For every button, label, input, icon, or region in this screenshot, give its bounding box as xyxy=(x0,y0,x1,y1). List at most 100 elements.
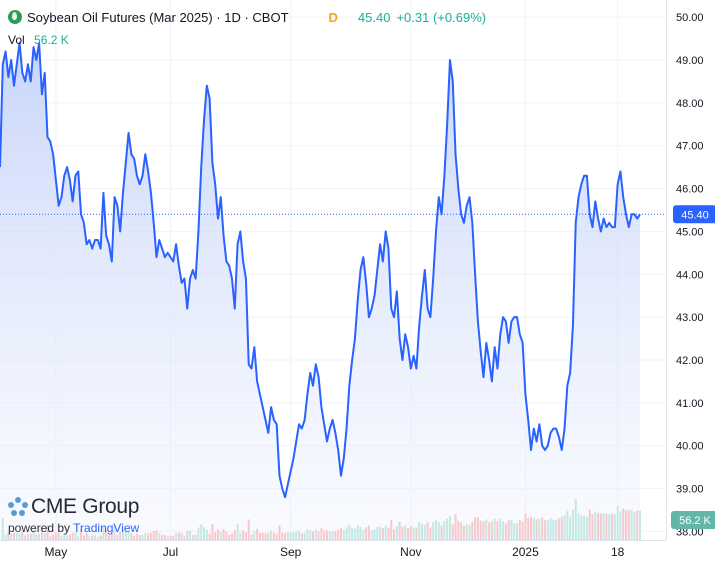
volume-bar xyxy=(479,520,482,540)
volume-bar xyxy=(429,527,432,540)
volume-bar xyxy=(15,532,18,540)
volume-bar xyxy=(163,534,166,540)
volume-bar xyxy=(43,532,46,540)
volume-bar xyxy=(205,529,208,540)
symbol-title[interactable]: Soybean Oil Futures (Mar 2025) · 1D · CB… xyxy=(27,9,289,25)
price-axis: 50.00 49.00 48.00 47.00 46.00 45.00 44.00 43.00… xyxy=(666,0,715,564)
volume-bar xyxy=(172,535,175,540)
volume-bar xyxy=(270,530,273,540)
volume-bar xyxy=(166,535,169,540)
volume-bar xyxy=(490,521,493,540)
time-axis: May Jul Sep Nov 2025 18 xyxy=(0,540,715,564)
volume-bar xyxy=(105,528,108,540)
volume-bar xyxy=(228,535,231,540)
volume-bar xyxy=(96,536,99,540)
price-area xyxy=(0,42,640,541)
volume-bar xyxy=(177,532,180,540)
volume-bar xyxy=(454,514,457,540)
volume-bar xyxy=(60,535,63,540)
volume-bar xyxy=(633,512,636,540)
cme-globe-icon xyxy=(8,497,28,517)
volume-bar xyxy=(622,508,625,540)
volume-bar xyxy=(499,518,502,540)
volume-bar xyxy=(530,516,533,540)
volume-bar xyxy=(599,513,602,540)
volume-bar xyxy=(328,531,331,540)
y-tick-label: 46.00 xyxy=(676,184,704,196)
volume-bar xyxy=(127,531,130,540)
volume-bar xyxy=(74,532,77,540)
y-tick-label: 39.00 xyxy=(676,484,704,496)
volume-bar xyxy=(250,534,253,540)
volume-bar xyxy=(423,524,426,540)
volume-bar xyxy=(462,525,465,540)
volume-bar xyxy=(26,533,29,540)
volume-bar xyxy=(353,528,356,540)
last-price: 45.40 xyxy=(357,9,391,25)
volume-bar xyxy=(541,517,544,540)
volume-bar xyxy=(317,531,320,540)
volume-bar xyxy=(390,519,393,540)
y-tick-label: 43.00 xyxy=(676,312,704,324)
volume-bar xyxy=(214,532,217,540)
volume-bar xyxy=(264,532,267,540)
volume-bar xyxy=(197,527,200,540)
volume-bar xyxy=(415,527,418,540)
volume-bar xyxy=(557,518,560,540)
volume-bar xyxy=(239,533,242,540)
volume-bar xyxy=(611,513,614,540)
volume-bar xyxy=(286,532,289,540)
volume-bar xyxy=(80,528,83,540)
volume-bar xyxy=(379,526,382,540)
volume-bar xyxy=(605,513,608,540)
volume-tag xyxy=(671,511,715,529)
volume-bar xyxy=(488,522,491,540)
volume-label: Vol xyxy=(8,33,25,47)
volume-bar xyxy=(49,536,52,540)
volume-bar xyxy=(121,529,124,540)
volume-bar xyxy=(627,510,630,540)
volume-bar xyxy=(130,532,133,540)
volume-bar xyxy=(434,520,437,540)
price-area-fill xyxy=(0,42,640,541)
volume-bar xyxy=(597,512,600,540)
volume-bar xyxy=(320,528,323,540)
volume-bar xyxy=(465,523,468,540)
volume-bar xyxy=(169,535,172,540)
volume-bar xyxy=(474,516,477,540)
volume-bar xyxy=(608,514,611,540)
volume-bar xyxy=(71,532,74,540)
volume-bar xyxy=(476,517,479,540)
volume-bar xyxy=(516,523,519,540)
volume-bar xyxy=(443,521,446,540)
y-tick-label: 44.00 xyxy=(676,269,704,281)
delayed-data-badge[interactable]: D xyxy=(328,9,338,25)
volume-bar xyxy=(580,515,583,540)
volume-bar xyxy=(393,529,396,540)
volume-bar xyxy=(91,535,94,540)
volume-bar xyxy=(496,520,499,540)
watermark[interactable]: CME Group powered by TradingView xyxy=(8,495,139,535)
volume-bar xyxy=(141,535,144,540)
volume-bar xyxy=(21,531,24,540)
volume-bar xyxy=(102,526,105,540)
volume-bar xyxy=(312,531,315,540)
volume-bar xyxy=(630,509,633,540)
volume-bar xyxy=(619,511,622,540)
volume-bar xyxy=(94,535,97,540)
volume-bar xyxy=(507,520,510,540)
volume-bar xyxy=(409,526,412,540)
x-tick-label: 2025 xyxy=(512,545,539,559)
y-tick-label: 40.00 xyxy=(676,441,704,453)
volume-bars xyxy=(1,499,641,540)
volume-bar xyxy=(99,535,102,540)
volume-bar xyxy=(636,510,639,540)
volume-bar xyxy=(342,529,345,540)
tradingview-link[interactable]: TradingView xyxy=(73,521,140,535)
volume-bar xyxy=(298,531,301,540)
volume-bar xyxy=(66,535,69,540)
volume-bar xyxy=(616,505,619,540)
volume-bar xyxy=(110,533,113,540)
volume-bar xyxy=(107,535,110,540)
